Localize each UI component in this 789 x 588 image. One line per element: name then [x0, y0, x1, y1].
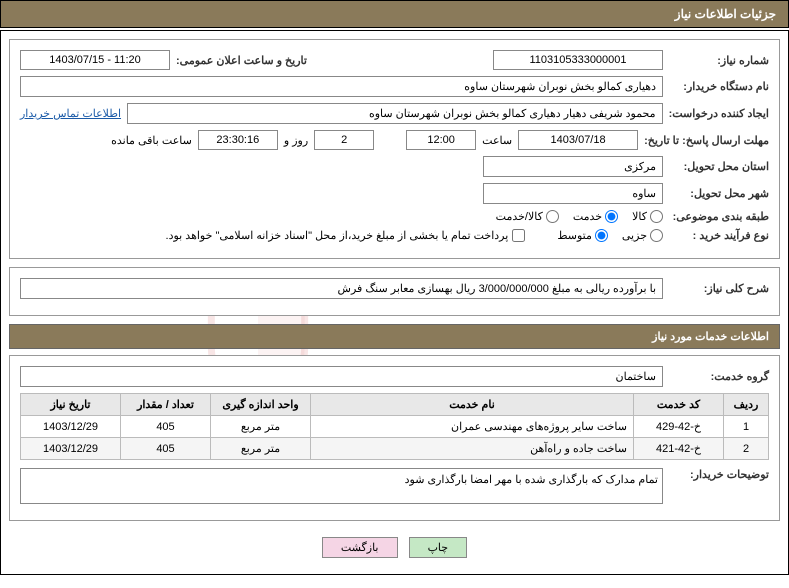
category-service-label: خدمت	[573, 210, 602, 223]
cell-code: خ-42-429	[634, 416, 724, 438]
city-label: شهر محل تحویل:	[669, 187, 769, 200]
category-both-radio[interactable]: کالا/خدمت	[496, 210, 559, 223]
payment-note-label: پرداخت تمام یا بخشی از مبلغ خرید،از محل …	[166, 229, 509, 242]
request-creator-label: ایجاد کننده درخواست:	[669, 107, 769, 120]
cell-date: 1403/12/29	[21, 438, 121, 460]
buyer-notes-label: توضیحات خریدار:	[669, 468, 769, 481]
deadline-time-field: 12:00	[406, 130, 476, 150]
time-label: ساعت	[482, 134, 512, 147]
service-panel: گروه خدمت: ساختمان ردیف کد خدمت نام خدمت…	[9, 355, 780, 521]
category-goods-label: کالا	[632, 210, 647, 223]
general-desc-label: شرح کلی نیاز:	[669, 282, 769, 295]
process-partial-radio[interactable]: جزیی	[622, 229, 663, 242]
service-info-header: اطلاعات خدمات مورد نیاز	[9, 324, 780, 349]
payment-checkbox[interactable]: پرداخت تمام یا بخشی از مبلغ خرید،از محل …	[166, 229, 526, 242]
button-row: چاپ بازگشت	[9, 529, 780, 566]
cell-unit: متر مربع	[211, 416, 311, 438]
description-panel: شرح کلی نیاز: با برآورده ریالی به مبلغ 3…	[9, 267, 780, 316]
request-creator-field: محمود شریفی دهیار دهیاری کمالو بخش نوبرا…	[127, 103, 663, 124]
main-panel: AriaTender.net شماره نیاز: 1103105333000…	[0, 30, 789, 575]
buyer-device-label: نام دستگاه خریدار:	[669, 80, 769, 93]
page-header: جزئیات اطلاعات نیاز	[0, 0, 789, 28]
request-number-label: شماره نیاز:	[669, 54, 769, 67]
cell-name: ساخت سایر پروژه‌های مهندسی عمران	[311, 416, 634, 438]
cell-qty: 405	[121, 416, 211, 438]
process-radio-group: جزیی متوسط	[557, 229, 663, 242]
cell-date: 1403/12/29	[21, 416, 121, 438]
days-field: 2	[314, 130, 374, 150]
th-date: تاریخ نیاز	[21, 394, 121, 416]
table-row: 1 خ-42-429 ساخت سایر پروژه‌های مهندسی عم…	[21, 416, 769, 438]
deadline-date-field: 1403/07/18	[518, 130, 638, 150]
category-label: طبقه بندی موضوعی:	[669, 210, 769, 223]
city-field: ساوه	[483, 183, 663, 204]
cell-row: 2	[724, 438, 769, 460]
process-partial-label: جزیی	[622, 229, 647, 242]
request-number-field: 1103105333000001	[493, 50, 663, 70]
table-row: 2 خ-42-421 ساخت جاده و راه‌آهن متر مربع …	[21, 438, 769, 460]
service-group-field: ساختمان	[20, 366, 663, 387]
category-goods-radio[interactable]: کالا	[632, 210, 663, 223]
category-radio-group: کالا خدمت کالا/خدمت	[496, 210, 663, 223]
th-row: ردیف	[724, 394, 769, 416]
process-medium-radio[interactable]: متوسط	[557, 229, 608, 242]
cell-unit: متر مربع	[211, 438, 311, 460]
announce-date-field: 1403/07/15 - 11:20	[20, 50, 170, 70]
details-panel: شماره نیاز: 1103105333000001 تاریخ و ساع…	[9, 39, 780, 259]
category-both-label: کالا/خدمت	[496, 210, 543, 223]
days-and-label: روز و	[284, 134, 308, 147]
countdown-field: 23:30:16	[198, 130, 278, 150]
th-qty: تعداد / مقدار	[121, 394, 211, 416]
process-medium-label: متوسط	[557, 229, 592, 242]
buyer-device-field: دهیاری کمالو بخش نوبران شهرستان ساوه	[20, 76, 663, 97]
services-table: ردیف کد خدمت نام خدمت واحد اندازه گیری ت…	[20, 393, 769, 460]
th-name: نام خدمت	[311, 394, 634, 416]
deadline-label: مهلت ارسال پاسخ: تا تاریخ:	[644, 134, 769, 147]
province-field: مرکزی	[483, 156, 663, 177]
cell-code: خ-42-421	[634, 438, 724, 460]
service-group-label: گروه خدمت:	[669, 370, 769, 383]
cell-name: ساخت جاده و راه‌آهن	[311, 438, 634, 460]
process-label: نوع فرآیند خرید :	[669, 229, 769, 242]
buyer-contact-link[interactable]: اطلاعات تماس خریدار	[20, 107, 121, 120]
cell-row: 1	[724, 416, 769, 438]
cell-qty: 405	[121, 438, 211, 460]
th-unit: واحد اندازه گیری	[211, 394, 311, 416]
province-label: استان محل تحویل:	[669, 160, 769, 173]
general-desc-field: با برآورده ریالی به مبلغ 3/000/000/000 ر…	[20, 278, 663, 299]
remaining-label: ساعت باقی مانده	[111, 134, 192, 147]
buyer-notes-field: تمام مدارک که بارگذاری شده با مهر امضا ب…	[20, 468, 663, 504]
category-service-radio[interactable]: خدمت	[573, 210, 618, 223]
th-code: کد خدمت	[634, 394, 724, 416]
announce-date-label: تاریخ و ساعت اعلان عمومی:	[176, 54, 307, 67]
back-button[interactable]: بازگشت	[322, 537, 398, 558]
print-button[interactable]: چاپ	[409, 537, 468, 558]
